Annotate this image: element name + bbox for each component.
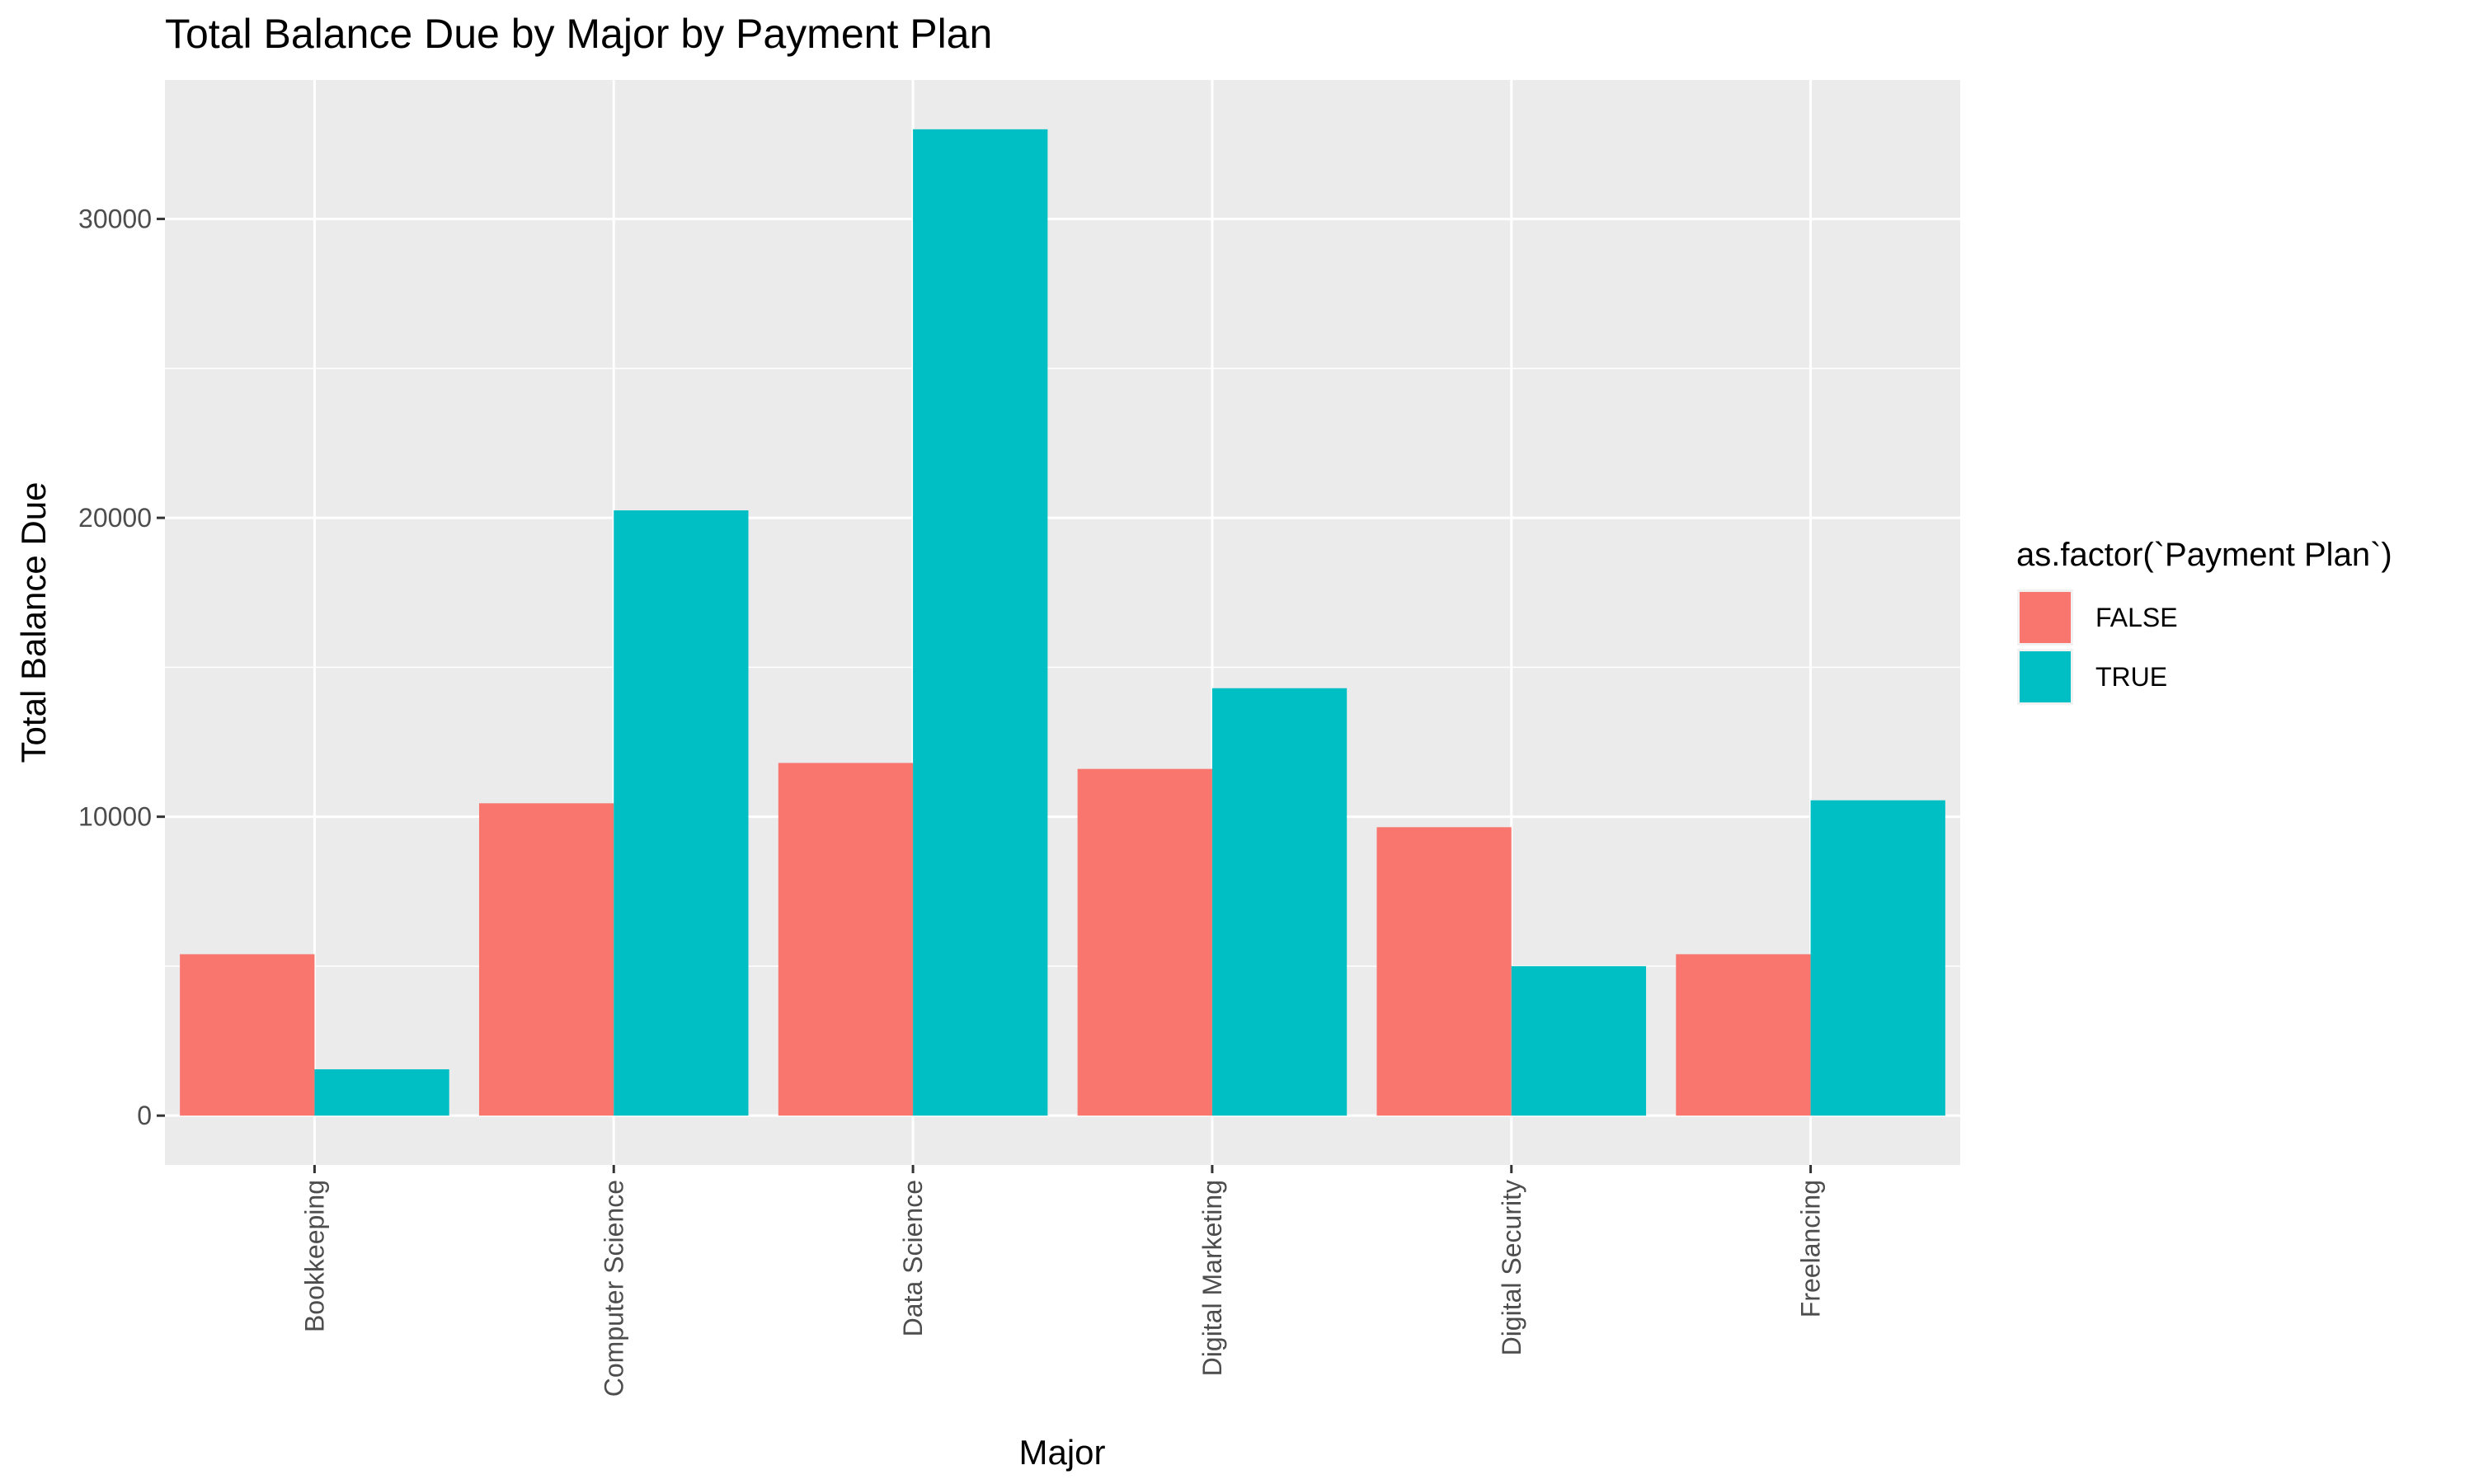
legend-title: as.factor(`Payment Plan`)	[2016, 537, 2392, 573]
x-tick-label: Data Science	[898, 1180, 928, 1336]
bar-false	[478, 803, 614, 1116]
x-tick-label: Digital Security	[1497, 1180, 1526, 1355]
y-tick-label: 10000	[78, 802, 152, 832]
y-axis-title: Total Balance Due	[14, 482, 53, 763]
legend: as.factor(`Payment Plan`) FALSE TRUE	[2016, 537, 2392, 705]
bar-true	[1511, 965, 1647, 1116]
bar-false	[1077, 768, 1212, 1116]
legend-swatch-true	[2020, 651, 2071, 702]
bar-true	[314, 1068, 449, 1116]
bar-true	[1211, 688, 1348, 1116]
y-tick-label: 0	[137, 1101, 152, 1130]
x-tick-label: Computer Science	[599, 1180, 628, 1397]
y-tick-label: 30000	[78, 204, 152, 234]
y-axis: 0 10000 20000 30000	[78, 204, 165, 1130]
chart-title: Total Balance Due by Major by Payment Pl…	[165, 11, 992, 57]
bar-true	[913, 129, 1048, 1116]
x-axis: Bookkeeping Computer Science Data Science D…	[299, 1165, 1826, 1397]
bar-false	[1676, 954, 1811, 1116]
x-tick-label: Digital Marketing	[1197, 1180, 1227, 1376]
y-tick-label: 20000	[78, 503, 152, 533]
bar-false	[778, 763, 914, 1116]
legend-swatch-false	[2020, 592, 2071, 643]
x-tick-label: Freelancing	[1796, 1180, 1826, 1317]
x-axis-title: Major	[1018, 1433, 1105, 1472]
bar-true	[1810, 800, 1945, 1116]
x-tick-label: Bookkeeping	[299, 1180, 329, 1332]
legend-label-false: FALSE	[2095, 603, 2178, 632]
bar-false	[180, 954, 315, 1116]
legend-label-true: TRUE	[2095, 662, 2167, 692]
bar-false	[1376, 827, 1512, 1116]
legend-items: FALSE TRUE	[2017, 589, 2178, 705]
bars	[180, 129, 1945, 1116]
minor-gridlines	[165, 368, 1960, 967]
plot-panel	[165, 80, 1960, 1165]
bar-true	[614, 510, 749, 1116]
